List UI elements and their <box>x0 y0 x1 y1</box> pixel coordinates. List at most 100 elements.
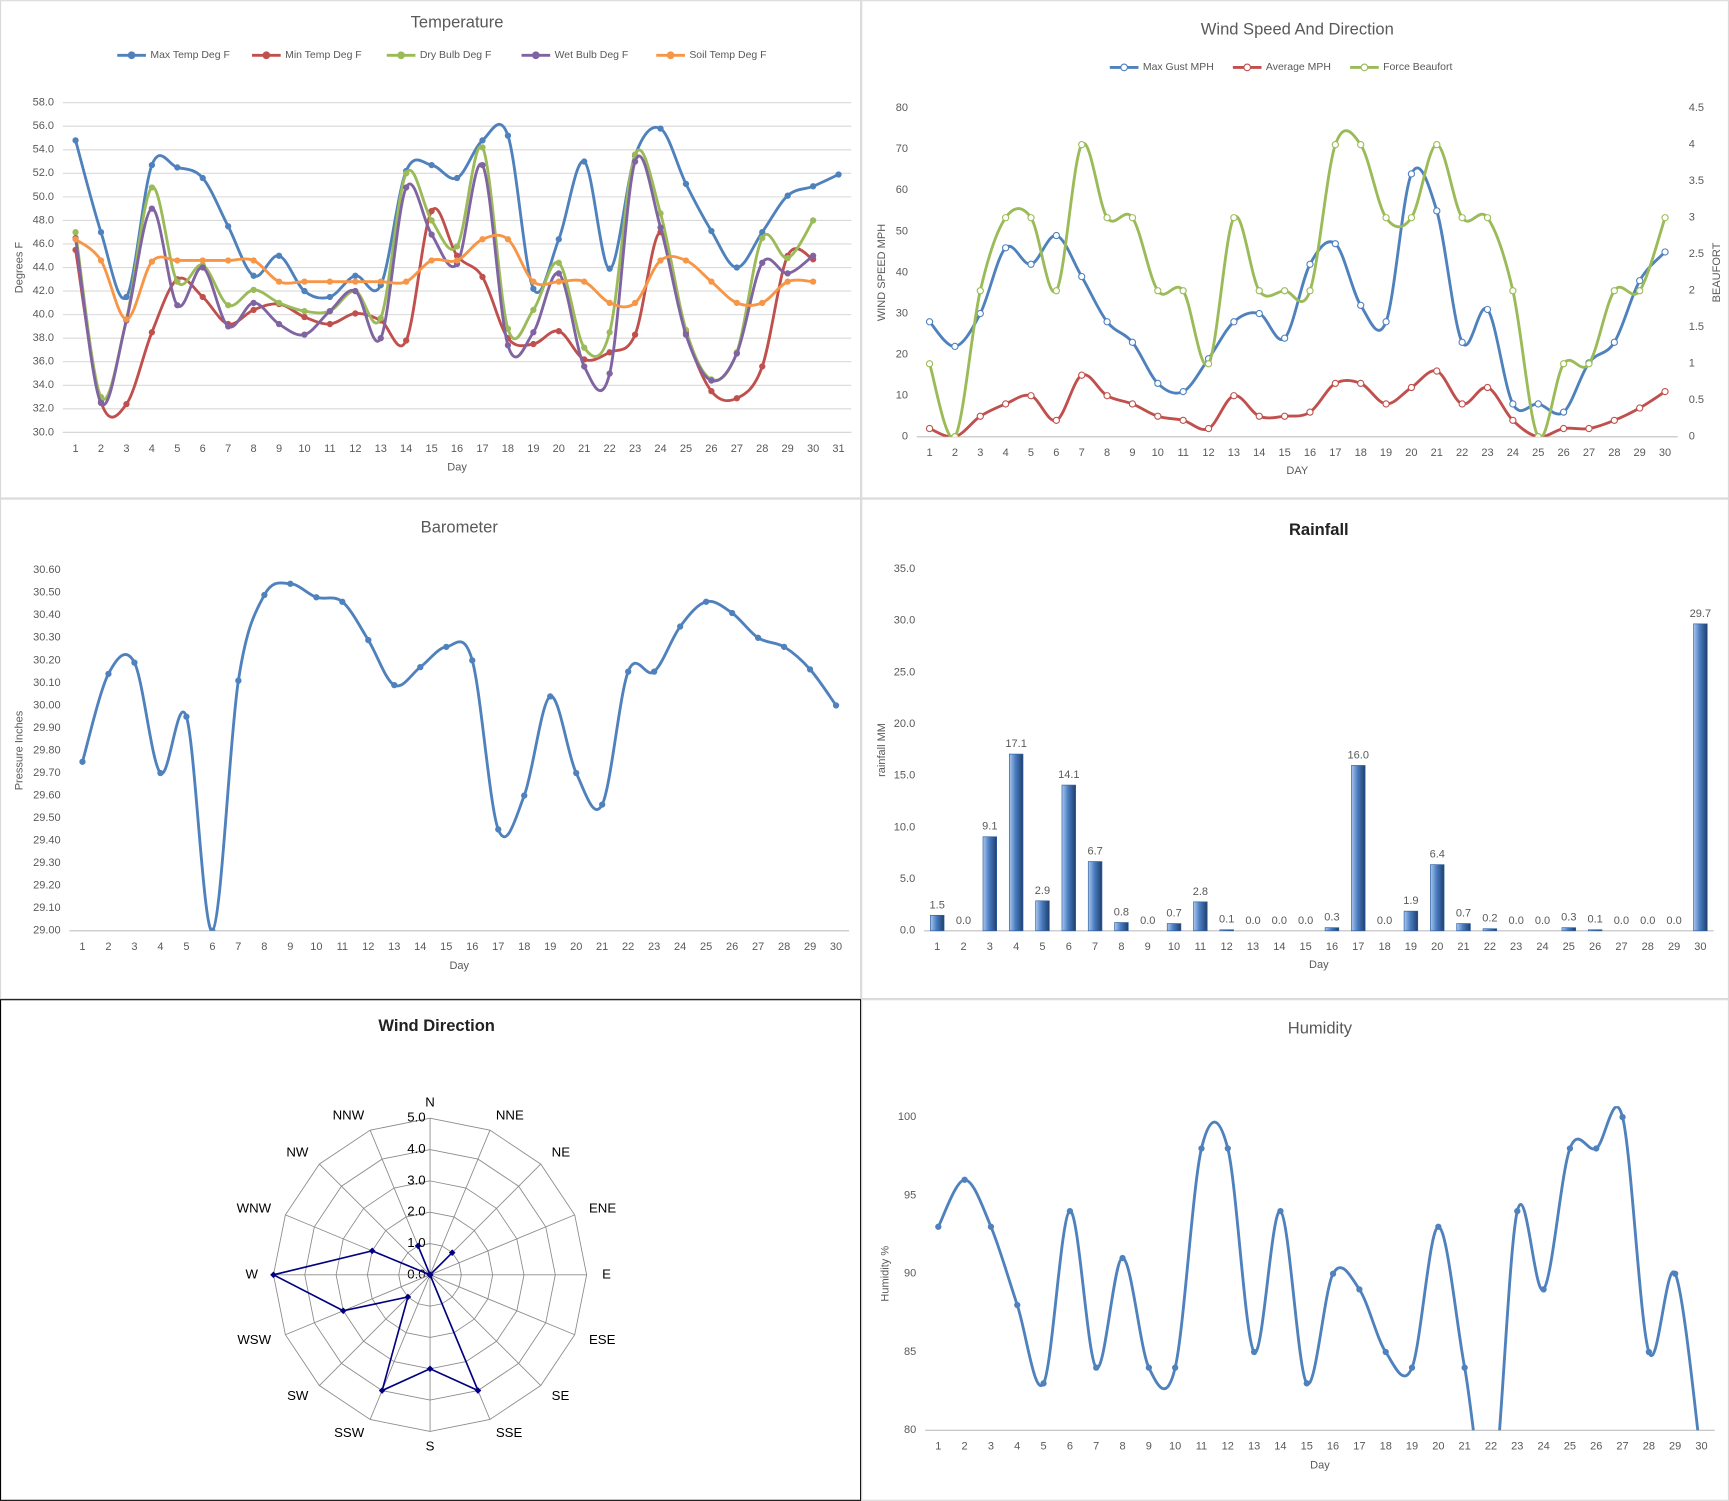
spoke <box>429 1129 491 1275</box>
y-tick-label: 85 <box>904 1346 916 1358</box>
x-tick-label: 13 <box>388 941 400 953</box>
data-point <box>1357 141 1365 149</box>
data-point <box>339 598 346 605</box>
x-tick-label: 12 <box>1202 447 1214 459</box>
y-tick-label: 29.40 <box>33 835 61 847</box>
bar <box>1061 784 1076 932</box>
x-tick-label: 12 <box>349 443 361 455</box>
data-point <box>148 184 156 191</box>
bar <box>1035 900 1050 932</box>
y-tick-label: 56.0 <box>33 120 54 132</box>
data-point <box>1435 1223 1442 1230</box>
y-tick-label: 0 <box>902 431 908 443</box>
data-point <box>832 702 840 709</box>
data-point <box>1509 287 1517 295</box>
x-tick-label: 5 <box>183 941 189 953</box>
y-tick-label: 50 <box>896 225 908 237</box>
data-point <box>504 132 512 139</box>
data-point <box>250 272 257 279</box>
data-point <box>199 257 206 264</box>
category-label: SE <box>552 1388 570 1403</box>
x-tick-label: 7 <box>1079 447 1085 459</box>
data-point <box>657 224 664 231</box>
bar <box>1561 927 1576 932</box>
data-label: 0.0 <box>1666 915 1681 927</box>
y-tick-label: 30.50 <box>33 587 61 599</box>
plot <box>72 122 842 419</box>
data-label: 0.0 <box>1377 915 1392 927</box>
data-point <box>301 307 308 315</box>
data-point <box>1204 360 1213 368</box>
data-point <box>784 192 791 199</box>
data-point <box>925 424 934 433</box>
x-tick-label: 3 <box>987 941 993 953</box>
x-tick-label: 10 <box>1152 447 1164 459</box>
panel <box>0 0 862 499</box>
data-point <box>326 320 334 328</box>
data-point <box>426 1365 434 1373</box>
y-tick-label: 40 <box>896 266 908 278</box>
data-label: 6.4 <box>1430 849 1445 861</box>
x-tick-label: 27 <box>752 941 764 953</box>
y-tick-label: 58.0 <box>33 97 54 109</box>
data-point <box>976 412 984 420</box>
x-tick-label: 3 <box>977 447 983 459</box>
y-tick-label: 50.0 <box>33 191 54 203</box>
legend-marker <box>262 51 271 60</box>
data-point <box>1407 170 1416 178</box>
y-axis-title: WIND SPEED MPH <box>876 224 888 321</box>
x-tick-label: 8 <box>261 941 267 953</box>
data-point <box>961 1176 968 1183</box>
x-tick-label: 17 <box>492 941 504 953</box>
data-point <box>1040 1380 1047 1387</box>
data-point <box>1103 214 1111 222</box>
data-point <box>1559 408 1568 416</box>
x-tick-label: 26 <box>705 443 717 455</box>
series-line <box>937 1106 1700 1431</box>
x-tick-label: 17 <box>1353 1441 1365 1453</box>
y2-tick-label: 0 <box>1689 431 1695 443</box>
x-tick-label: 19 <box>1405 941 1417 953</box>
y-tick-label: 32.0 <box>33 403 54 415</box>
data-point <box>784 278 791 285</box>
data-point <box>1331 141 1339 149</box>
x-tick-label: 8 <box>1119 1441 1125 1453</box>
y-tick-label: 30.0 <box>33 426 54 438</box>
data-point <box>708 377 715 384</box>
data-point <box>105 670 112 678</box>
data-point <box>1534 400 1542 408</box>
data-label: 17.1 <box>1005 738 1026 750</box>
x-tick-label: 5 <box>1041 1441 1047 1453</box>
data-point <box>809 278 817 285</box>
y-tick-label: 30.0 <box>894 615 915 627</box>
x-tick-label: 28 <box>1608 447 1620 459</box>
data-point <box>504 236 512 243</box>
legend-label: Dry Bulb Deg F <box>420 50 492 61</box>
data-point <box>606 370 613 377</box>
x-tick-label: 29 <box>1634 447 1646 459</box>
x-tick-label: 1 <box>79 941 85 953</box>
data-point <box>1636 277 1644 285</box>
x-tick-label: 23 <box>1510 941 1522 953</box>
x-tick-label: 10 <box>298 443 310 455</box>
data-point <box>1559 360 1568 368</box>
bar <box>1008 753 1024 932</box>
x-tick-label: 24 <box>1537 1441 1549 1453</box>
x-tick-label: 22 <box>1456 447 1468 459</box>
x-tick-label: 6 <box>1053 447 1059 459</box>
category-label: NE <box>552 1145 571 1160</box>
x-tick-label: 11 <box>1195 941 1206 953</box>
data-point <box>79 758 86 765</box>
x-tick-label: 12 <box>362 941 374 953</box>
x-tick-label: 25 <box>1563 941 1575 953</box>
y-tick-label: 54.0 <box>33 144 54 156</box>
spoke <box>429 1214 575 1276</box>
data-point <box>1280 334 1289 342</box>
category-label: WSW <box>237 1332 271 1347</box>
data-point <box>1078 141 1086 149</box>
data-label: 0.0 <box>1140 915 1155 927</box>
category-label: SSE <box>496 1425 523 1440</box>
category-label: ENE <box>589 1200 616 1215</box>
data-point <box>301 287 308 295</box>
bar <box>930 914 945 932</box>
